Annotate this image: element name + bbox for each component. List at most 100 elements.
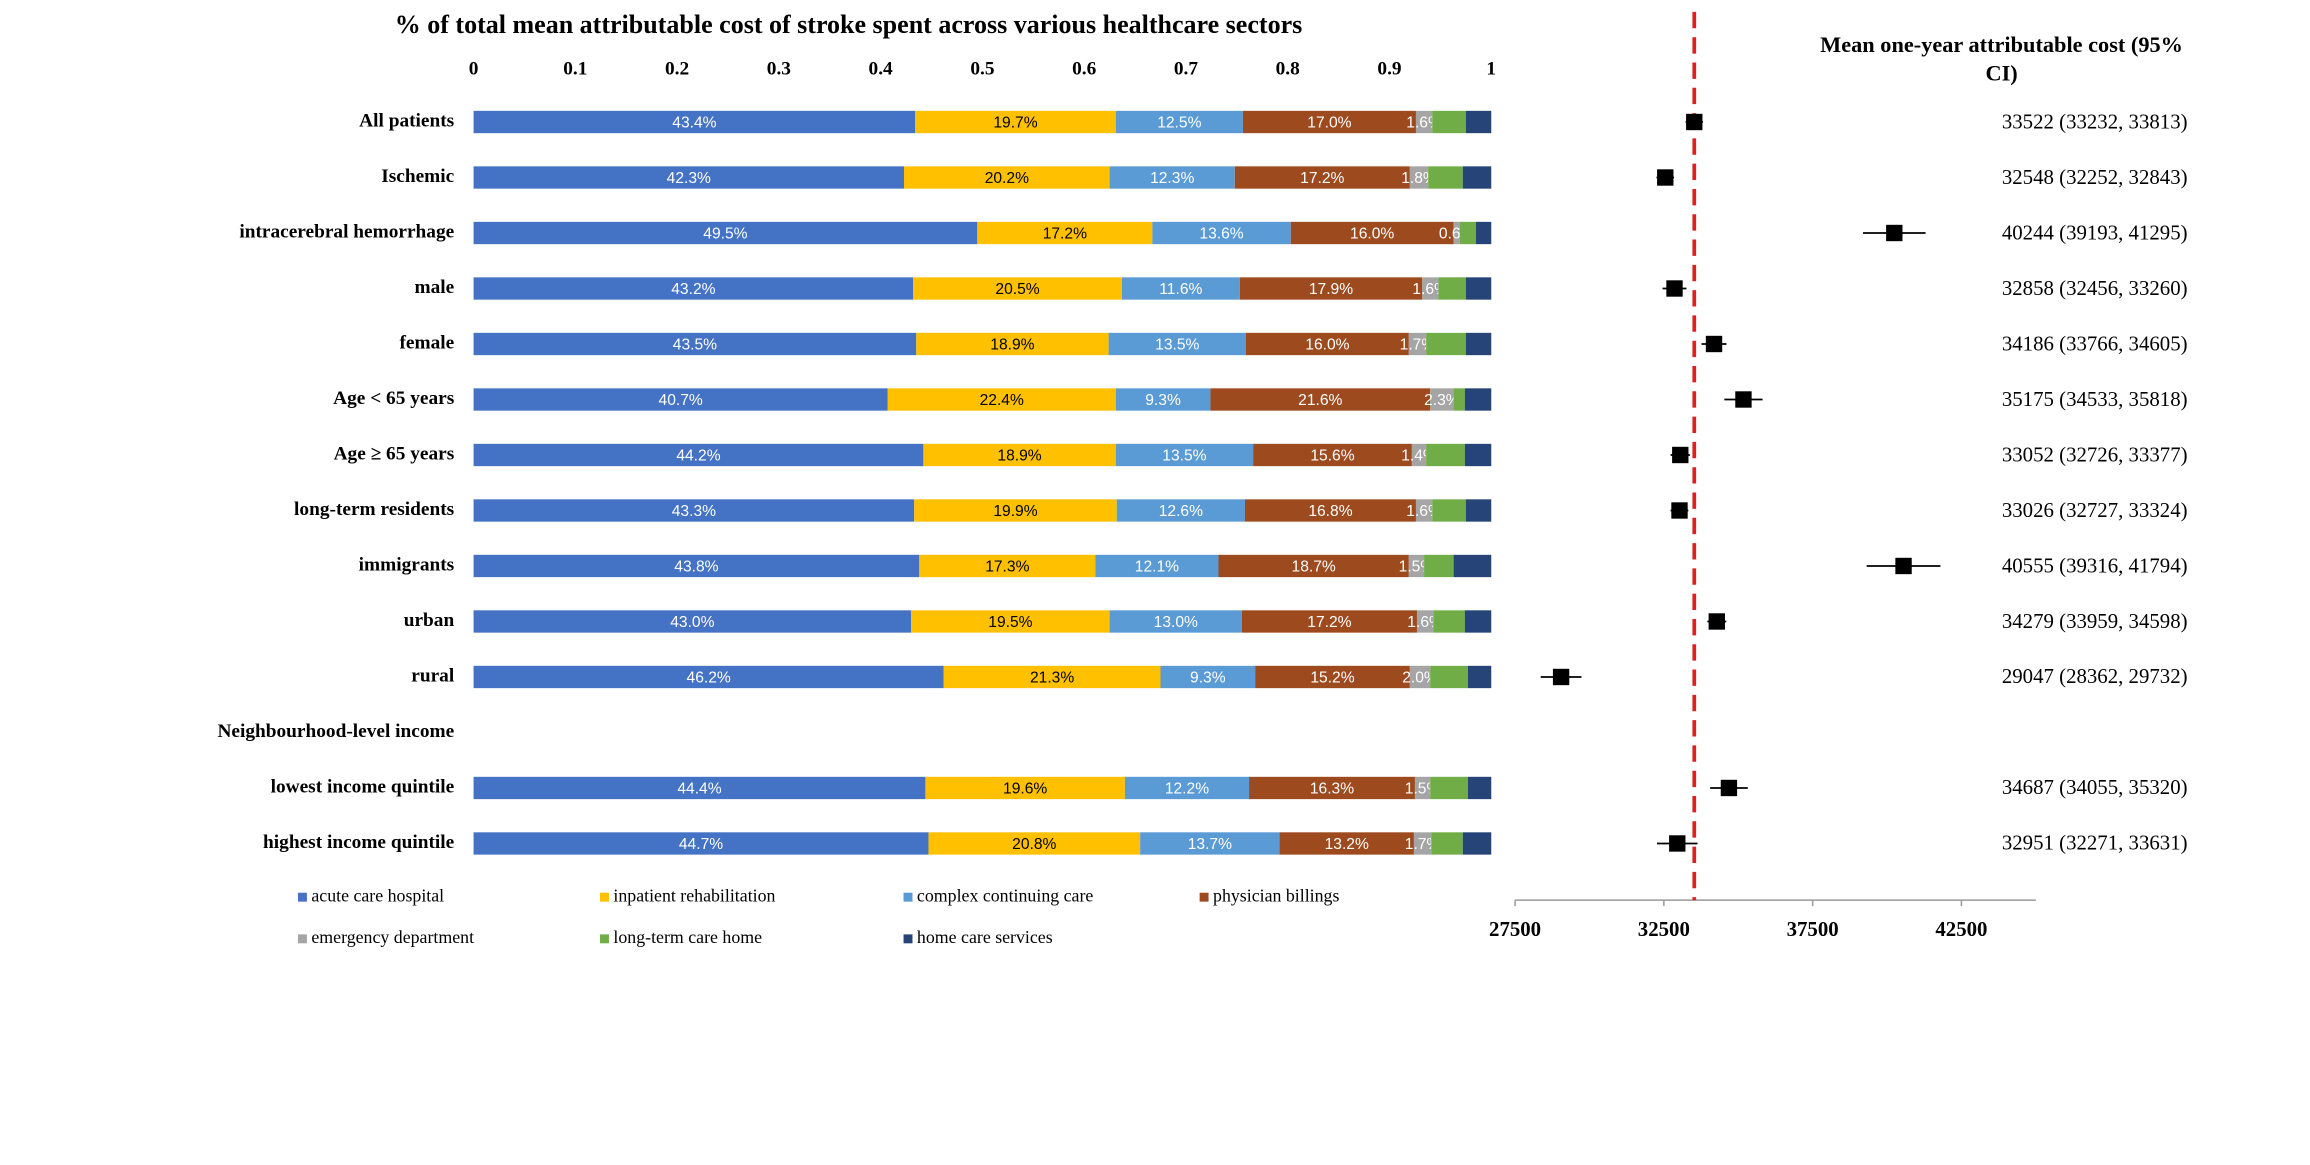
bar-segment — [1109, 610, 1242, 633]
segment-label: 15.6% — [1310, 448, 1354, 465]
bar-segment — [1462, 832, 1492, 855]
segment-label: 42.3% — [667, 170, 711, 187]
point-marker — [1708, 613, 1725, 630]
segment-label: 16.3% — [1310, 781, 1354, 798]
bar-segment — [1422, 277, 1439, 300]
value-label: 32548 (32252, 32843) — [2002, 165, 2188, 189]
segment-label: 21.3% — [1030, 670, 1074, 687]
bar-segment — [473, 388, 888, 411]
x-tick-label: 0.5 — [970, 58, 994, 79]
segment-label: 13.6% — [1199, 226, 1243, 243]
bar-segment — [1409, 665, 1431, 689]
bar-segment — [943, 665, 1161, 689]
bar-segment — [1239, 277, 1423, 300]
point-marker — [1686, 113, 1703, 131]
point-marker — [1671, 502, 1688, 519]
segment-label: 49.5% — [703, 226, 747, 243]
bar-segment — [1152, 221, 1291, 245]
bar-segment — [1241, 610, 1417, 633]
bar-segment — [1467, 776, 1492, 800]
bar-segment — [473, 554, 920, 578]
bar-segment — [1408, 332, 1427, 356]
bar-segment — [928, 832, 1141, 855]
category-label: rural — [411, 665, 455, 686]
bar-segment — [1453, 221, 1460, 245]
bar-segment — [1242, 110, 1416, 134]
bar-segment — [1415, 110, 1433, 134]
value-label: 32951 (32271, 33631) — [2002, 831, 2188, 855]
bar-segment — [1428, 166, 1463, 189]
bar-segment — [1108, 332, 1246, 356]
bar-segment — [1115, 443, 1254, 467]
segment-label: 16.0% — [1305, 337, 1349, 354]
value-label: 34279 (33959, 34598) — [2002, 609, 2188, 633]
segment-label: 15.2% — [1310, 670, 1354, 687]
value-label: 35175 (34533, 35818) — [2002, 387, 2188, 411]
segment-label: 19.5% — [988, 614, 1032, 631]
bar-segment — [1255, 665, 1410, 689]
point-marker — [1657, 169, 1674, 186]
bar-segment — [1416, 610, 1434, 633]
legend-swatch — [297, 934, 307, 944]
segment-label: 19.9% — [993, 503, 1037, 520]
segment-label: 19.7% — [993, 115, 1037, 132]
bar-segment — [1249, 776, 1415, 800]
category-label: immigrants — [359, 554, 455, 575]
bar-segment — [925, 776, 1125, 800]
category-label: lowest income quintile — [271, 776, 455, 797]
segment-label: 17.2% — [1300, 170, 1344, 187]
bar-segment — [1245, 332, 1409, 356]
x-tick-label: 1 — [1486, 58, 1496, 79]
x-tick-label: 37500 — [1787, 917, 1839, 941]
forest-title-box: Mean one-year attributable cost (95% CI) — [1820, 34, 2183, 86]
segment-label: 2.3% — [1424, 392, 1460, 409]
bar-segment — [473, 443, 924, 467]
segment-label: 46.2% — [687, 670, 731, 687]
bar-segment — [1433, 610, 1465, 633]
bar-segment — [473, 277, 914, 300]
point-marker — [1735, 391, 1752, 408]
legend-swatch — [600, 934, 609, 944]
legend-swatch — [903, 892, 913, 902]
category-label: Age ≥ 65 years — [334, 443, 455, 464]
segment-label: 11.6% — [1159, 281, 1202, 298]
segment-label: 43.2% — [671, 281, 715, 298]
bar-segment — [1160, 665, 1256, 689]
segment-label: 13.5% — [1162, 448, 1206, 465]
bar-segment — [1464, 610, 1492, 633]
segment-label: 13.0% — [1154, 614, 1198, 631]
bar-segment — [923, 443, 1116, 467]
bar-segment — [473, 665, 944, 689]
segment-label: 44.2% — [676, 448, 720, 465]
segment-label: 44.7% — [679, 836, 723, 853]
category-label: Age < 65 years — [333, 388, 455, 409]
bar-segment — [1453, 388, 1465, 411]
segment-label: 12.2% — [1165, 781, 1209, 798]
x-tick-label: 0.8 — [1276, 58, 1300, 79]
bar-segment — [473, 166, 905, 189]
segment-label: 20.5% — [995, 281, 1039, 298]
legend-swatch — [600, 892, 609, 902]
segment-label: 43.3% — [672, 503, 716, 520]
bar-segment — [915, 110, 1116, 134]
bar-segment — [1279, 832, 1414, 855]
segment-label: 22.4% — [980, 392, 1024, 409]
segment-label: 17.9% — [1309, 281, 1353, 298]
segment-label: 13.5% — [1155, 337, 1199, 354]
category-label: All patients — [359, 110, 455, 131]
bar-segment — [1210, 388, 1431, 411]
bar-segment — [1453, 554, 1492, 578]
x-tick-label: 0.6 — [1072, 58, 1096, 79]
value-label: 40244 (39193, 41295) — [2002, 220, 2188, 244]
bar-segment — [1438, 277, 1466, 300]
bar-segment — [1432, 499, 1466, 522]
bar-segment — [1431, 832, 1463, 855]
chart-title: % of total mean attributable cost of str… — [395, 10, 1303, 39]
bar-segment — [473, 610, 912, 633]
value-label: 33522 (33232, 33813) — [2002, 109, 2188, 133]
point-marker — [1886, 224, 1903, 242]
segment-label: 13.2% — [1325, 836, 1369, 853]
segment-label: 40.7% — [659, 392, 703, 409]
value-label: 29047 (28362, 29732) — [2002, 664, 2188, 688]
bar-segment — [1465, 277, 1492, 300]
